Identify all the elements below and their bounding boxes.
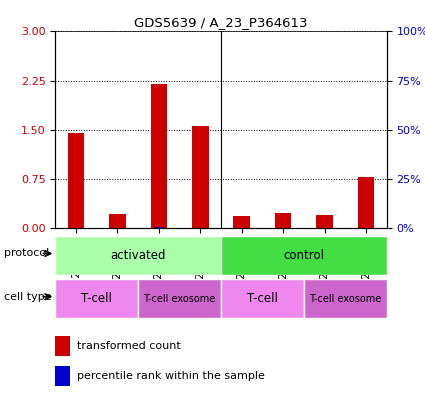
FancyBboxPatch shape bbox=[55, 279, 138, 318]
FancyBboxPatch shape bbox=[304, 279, 387, 318]
Bar bbox=[68, 133, 84, 228]
Text: protocol: protocol bbox=[4, 248, 49, 259]
FancyBboxPatch shape bbox=[55, 236, 221, 275]
Bar bbox=[233, 216, 250, 228]
Bar bbox=[358, 177, 374, 228]
FancyBboxPatch shape bbox=[138, 279, 221, 318]
Bar bbox=[150, 84, 167, 228]
Text: control: control bbox=[283, 249, 324, 262]
Text: transformed count: transformed count bbox=[77, 341, 181, 351]
Bar bbox=[192, 127, 209, 228]
FancyBboxPatch shape bbox=[221, 236, 387, 275]
Text: T-cell exosome: T-cell exosome bbox=[143, 294, 215, 304]
Title: GDS5639 / A_23_P364613: GDS5639 / A_23_P364613 bbox=[134, 16, 308, 29]
Bar bbox=[275, 213, 292, 228]
Text: activated: activated bbox=[110, 249, 166, 262]
FancyBboxPatch shape bbox=[221, 279, 304, 318]
Bar bbox=[316, 215, 333, 228]
Text: percentile rank within the sample: percentile rank within the sample bbox=[77, 371, 265, 381]
Text: T-cell: T-cell bbox=[247, 292, 278, 305]
Bar bbox=[55, 366, 70, 386]
Bar bbox=[109, 213, 126, 228]
Bar bbox=[155, 226, 163, 228]
Text: T-cell exosome: T-cell exosome bbox=[309, 294, 382, 304]
Bar bbox=[55, 336, 70, 356]
Text: cell type: cell type bbox=[4, 292, 52, 302]
Text: T-cell: T-cell bbox=[81, 292, 112, 305]
